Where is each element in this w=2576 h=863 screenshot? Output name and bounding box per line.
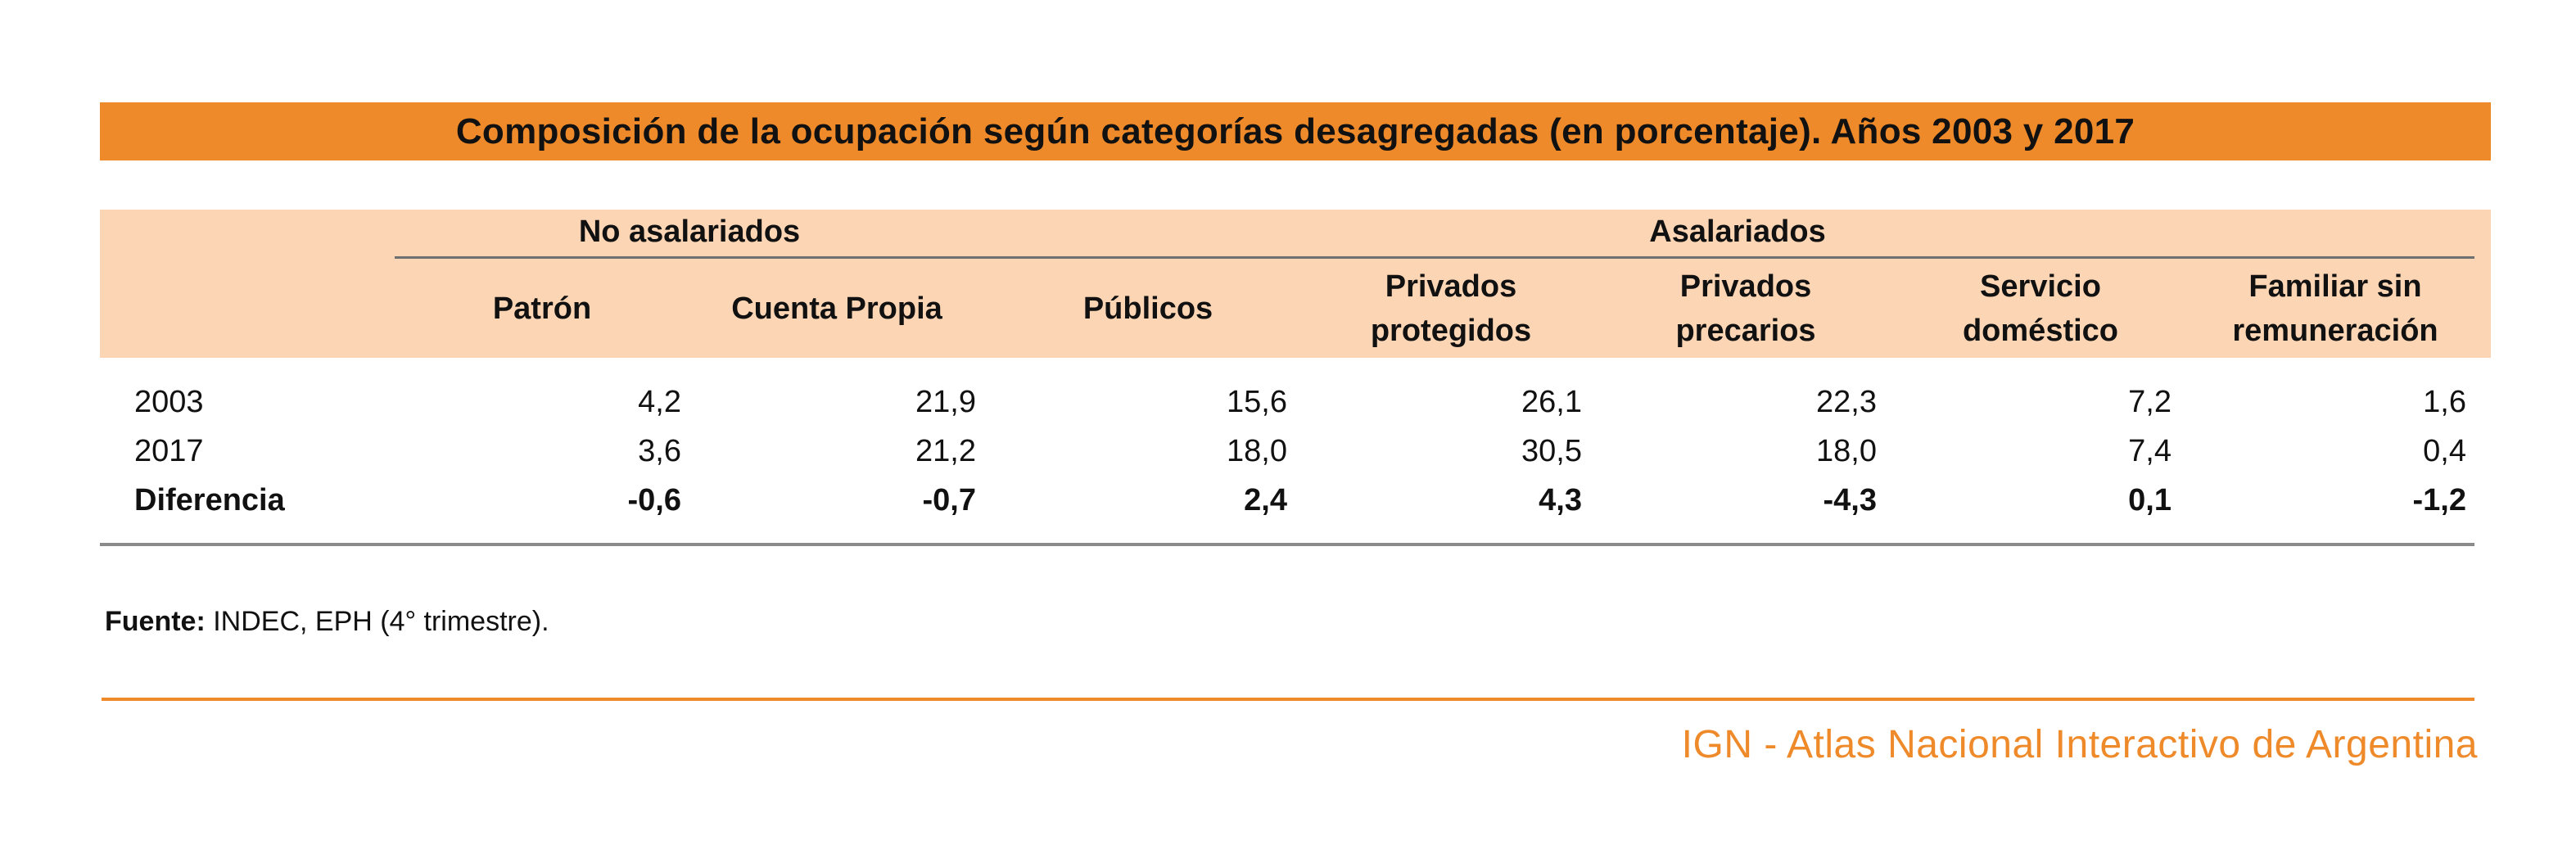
- table-title-bar: Composición de la ocupación según catego…: [100, 102, 2491, 160]
- row-label: Diferencia: [134, 483, 285, 517]
- table-cell: 30,5: [1521, 434, 1582, 468]
- table-cell: 3,6: [638, 434, 681, 468]
- column-header-privados-precarios: Privados precarios: [1675, 269, 1816, 348]
- group-header-rule: [395, 256, 2474, 259]
- table-cell: 0,4: [2423, 434, 2466, 468]
- table-cell: 18,0: [1227, 434, 1287, 468]
- table-cell: -4,3: [1823, 483, 1877, 517]
- group-header-asalariados: Asalariados: [1649, 215, 1826, 249]
- table-cell: 7,2: [2128, 385, 2172, 419]
- table-cell: 1,6: [2423, 385, 2466, 419]
- footer-credit: IGN - Atlas Nacional Interactivo de Arge…: [1681, 723, 2478, 766]
- column-header-cuenta-propia: Cuenta Propia: [731, 291, 942, 326]
- table-cell: 4,3: [1539, 483, 1582, 517]
- table-cell: 18,0: [1816, 434, 1877, 468]
- footer-rule: [102, 698, 2474, 701]
- table-cell: 21,9: [915, 385, 976, 419]
- source-note: Fuente: INDEC, EPH (4° trimestre).: [105, 606, 549, 638]
- table-cell: 15,6: [1227, 385, 1287, 419]
- table-cell: 0,1: [2128, 483, 2172, 517]
- table-cell: 4,2: [638, 385, 681, 419]
- column-header-servicio-domestico: Servicio doméstico: [1962, 269, 2119, 348]
- column-header-patron: Patrón: [492, 291, 592, 326]
- table-cell: -0,7: [922, 483, 976, 517]
- table-cell: -0,6: [627, 483, 681, 517]
- table-title: Composición de la ocupación según catego…: [455, 111, 2135, 151]
- table-cell: 22,3: [1816, 385, 1877, 419]
- table-cell: -1,2: [2412, 483, 2466, 517]
- source-label: Fuente:: [105, 606, 206, 637]
- table-header-band: [100, 210, 2491, 358]
- group-header-no-asalariados: No asalariados: [578, 215, 801, 249]
- column-header-privados-protegidos: Privados protegidos: [1370, 269, 1532, 348]
- column-header-familiar-sin-remuneracion: Familiar sin remuneración: [2232, 269, 2438, 348]
- row-label: 2017: [134, 434, 204, 468]
- table-bottom-rule: [100, 543, 2474, 546]
- row-label: 2003: [134, 385, 204, 419]
- source-text: INDEC, EPH (4° trimestre).: [205, 606, 549, 637]
- column-header-publicos: Públicos: [1082, 291, 1213, 326]
- table-cell: 2,4: [1244, 483, 1287, 517]
- table-cell: 21,2: [915, 434, 976, 468]
- table-cell: 26,1: [1521, 385, 1582, 419]
- table-cell: 7,4: [2128, 434, 2172, 468]
